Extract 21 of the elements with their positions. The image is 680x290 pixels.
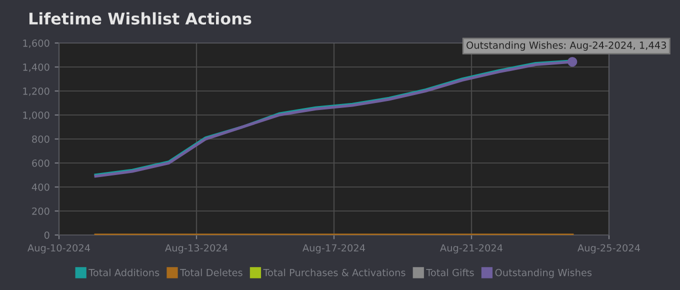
- y-tick-label: 1,400: [23, 63, 50, 72]
- y-tick-label: 200: [32, 207, 50, 215]
- x-tick-label: Aug-21-2024: [440, 244, 503, 254]
- legend-label: Outstanding Wishes: [495, 268, 592, 278]
- legend-label: Total Purchases & Activations: [263, 268, 406, 276]
- y-tick-label: 400: [32, 183, 50, 191]
- x-tick-label: Aug-13-2024: [165, 244, 228, 254]
- y-tick-label: 600: [32, 159, 50, 167]
- x-tick-label: Aug-10-2024: [28, 244, 90, 254]
- y-tick-label: 1,200: [23, 87, 50, 96]
- chart-title: Lifetime Wishlist Actions: [29, 12, 252, 25]
- legend-label: Total Gifts: [426, 268, 474, 276]
- annotation: Outstanding Wishes: Aug-24-2024, 1,443: [466, 41, 666, 51]
- y-tick-label: 800: [32, 135, 50, 143]
- y-tick-label: 0: [44, 231, 50, 239]
- x-tick-label: Aug-25-2024: [578, 244, 640, 254]
- legend-label: Total Deletes: [180, 268, 242, 276]
- y-tick-label: 1,600: [23, 39, 50, 48]
- x-tick-label: Aug-17-2024: [302, 244, 366, 254]
- legend-label: Total Additions: [88, 268, 160, 276]
- y-tick-label: 1,000: [23, 111, 50, 120]
